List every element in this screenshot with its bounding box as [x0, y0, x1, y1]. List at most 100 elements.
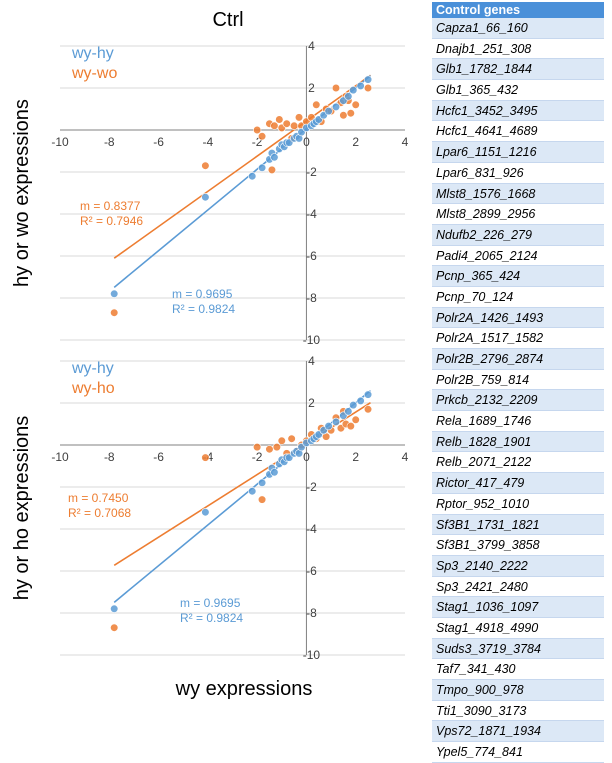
gene-row: Pcnp_70_124	[432, 286, 604, 308]
trendline-wy-wo	[113, 74, 371, 259]
data-point-wy-hy	[349, 85, 358, 95]
data-point-wy-wo	[312, 100, 321, 109]
x-tick-label: -2	[252, 135, 263, 149]
data-point-wy-ho	[363, 405, 373, 414]
legend-entry: wy-wo	[71, 65, 117, 82]
gene-row: Stag1_1036_1097	[432, 597, 604, 618]
y-tick-label: 4	[308, 354, 315, 368]
data-point-wy-wo	[290, 121, 299, 130]
gene-row: Mlst8_2899_2956	[432, 204, 604, 225]
data-point-wy-wo	[339, 111, 348, 120]
data-point-wy-ho	[201, 453, 210, 462]
y-axis-label: hy or wo expressions	[11, 99, 33, 287]
y-tick-label: -10	[303, 648, 321, 662]
data-point-wy-hy	[270, 468, 279, 477]
x-tick-label: -8	[104, 450, 115, 464]
gene-row: Glb1_1782_1844	[432, 59, 604, 81]
data-point-wy-ho	[346, 422, 355, 431]
data-point-wy-hy	[110, 289, 119, 298]
gene-row: Prkcb_2132_2209	[432, 390, 604, 412]
fit-r2-label: R² = 0.9824	[172, 302, 235, 316]
x-tick-label: 0	[303, 450, 310, 464]
data-point-wy-hy	[331, 417, 341, 427]
gene-row: Polr2A_1517_1582	[432, 328, 604, 349]
y-tick-label: -8	[306, 291, 317, 305]
x-tick-label: -10	[51, 135, 69, 149]
gene-row: Tti1_3090_3173	[432, 700, 604, 722]
y-tick-label: -8	[306, 606, 317, 620]
fit-r2-label: R² = 0.9824	[180, 611, 243, 625]
x-tick-label: 4	[402, 450, 409, 464]
figure-title: Ctrl	[212, 9, 243, 31]
gene-row: Ndufb2_226_279	[432, 224, 604, 246]
y-tick-label: -6	[306, 249, 317, 263]
gene-row: Polr2A_1426_1493	[432, 307, 604, 329]
data-point-wy-wo	[363, 83, 373, 93]
gene-row: Relb_1828_1901	[432, 431, 604, 453]
gene-row: Glb1_365_432	[432, 80, 604, 101]
x-tick-label: 2	[352, 450, 359, 464]
gene-row: Sf3B1_1731_1821	[432, 514, 604, 536]
data-point-wy-hy	[363, 390, 373, 399]
x-tick-label: -2	[252, 450, 263, 464]
data-point-wy-wo	[267, 165, 277, 174]
data-point-wy-hy	[363, 75, 373, 84]
data-point-wy-ho	[253, 443, 262, 452]
gene-row: Suds3_3719_3784	[432, 638, 604, 660]
fit-r2-label: R² = 0.7068	[68, 506, 131, 520]
gene-row: Lpar6_1151_1216	[432, 142, 604, 163]
x-tick-label: 2	[352, 135, 359, 149]
y-tick-label: 2	[308, 396, 315, 410]
data-point-wy-hy	[344, 92, 353, 101]
gene-row: Tmpo_900_978	[432, 680, 604, 701]
x-axis-label: wy expressions	[175, 678, 313, 700]
data-point-wy-hy	[324, 106, 333, 116]
data-point-wy-ho	[257, 495, 267, 504]
y-axis-label: hy or ho expressions	[11, 416, 33, 601]
gene-row: Capza1_66_160	[432, 18, 604, 39]
figure: Ctrl -10 -8 -6 -4 -2 0 2 4 4 2 -2 -4 -6 -8 -10 hy or wo…	[11, 9, 409, 700]
y-tick-label: 2	[308, 81, 315, 95]
fit-slope-label: m = 0.9695	[172, 287, 233, 301]
data-point-wy-hy	[349, 401, 358, 410]
gene-row: Hcfc1_4641_4689	[432, 121, 604, 143]
data-point-wy-hy	[356, 396, 365, 406]
data-point-wy-wo	[275, 115, 284, 124]
data-point-wy-wo	[270, 121, 279, 130]
scatter-chart-top: -10 -8 -6 -4 -2 0 2 4 4 2 -2 -4 -6 -8 -10 hy or wo expr…	[11, 39, 409, 347]
data-point-wy-wo	[110, 308, 119, 317]
gene-row: Rictor_417_479	[432, 473, 604, 494]
gene-row: Vps72_1871_1934	[432, 721, 604, 743]
data-point-wy-wo	[282, 119, 291, 128]
data-point-wy-hy	[331, 102, 341, 111]
data-point-wy-hy	[324, 422, 333, 431]
data-point-wy-hy	[248, 487, 257, 496]
gene-row: Relb_2071_2122	[432, 452, 604, 474]
x-tick-label: -10	[51, 450, 69, 464]
gene-row: Taf7_341_430	[432, 659, 604, 680]
data-point-wy-hy	[270, 153, 279, 162]
gene-row: Sp3_2421_2480	[432, 576, 604, 598]
gene-row: Lpar6_831_926	[432, 162, 604, 184]
data-point-wy-wo	[351, 100, 360, 109]
x-tick-label: -6	[153, 135, 164, 149]
data-point-wy-hy	[110, 604, 119, 613]
y-tick-label: -10	[303, 333, 321, 347]
gene-row: Polr2B_759_814	[432, 369, 604, 391]
gene-row: Mlst8_1576_1668	[432, 183, 604, 205]
y-tick-label: 4	[308, 39, 315, 53]
gene-row: Ypel5_774_841	[432, 742, 604, 763]
fit-slope-label: m = 0.9695	[180, 596, 241, 610]
gene-row: Rela_1689_1746	[432, 411, 604, 432]
data-point-wy-ho	[351, 415, 360, 424]
y-tick-label: -6	[306, 564, 317, 578]
data-point-wy-hy	[201, 193, 210, 202]
data-point-wy-wo	[257, 132, 267, 141]
y-tick-label: -2	[306, 480, 317, 494]
y-tick-label: -2	[306, 165, 317, 179]
data-point-wy-hy	[356, 81, 365, 90]
x-tick-label: -6	[153, 450, 164, 464]
fit-slope-label: m = 0.8377	[80, 199, 141, 213]
data-point-wy-wo	[294, 113, 304, 122]
